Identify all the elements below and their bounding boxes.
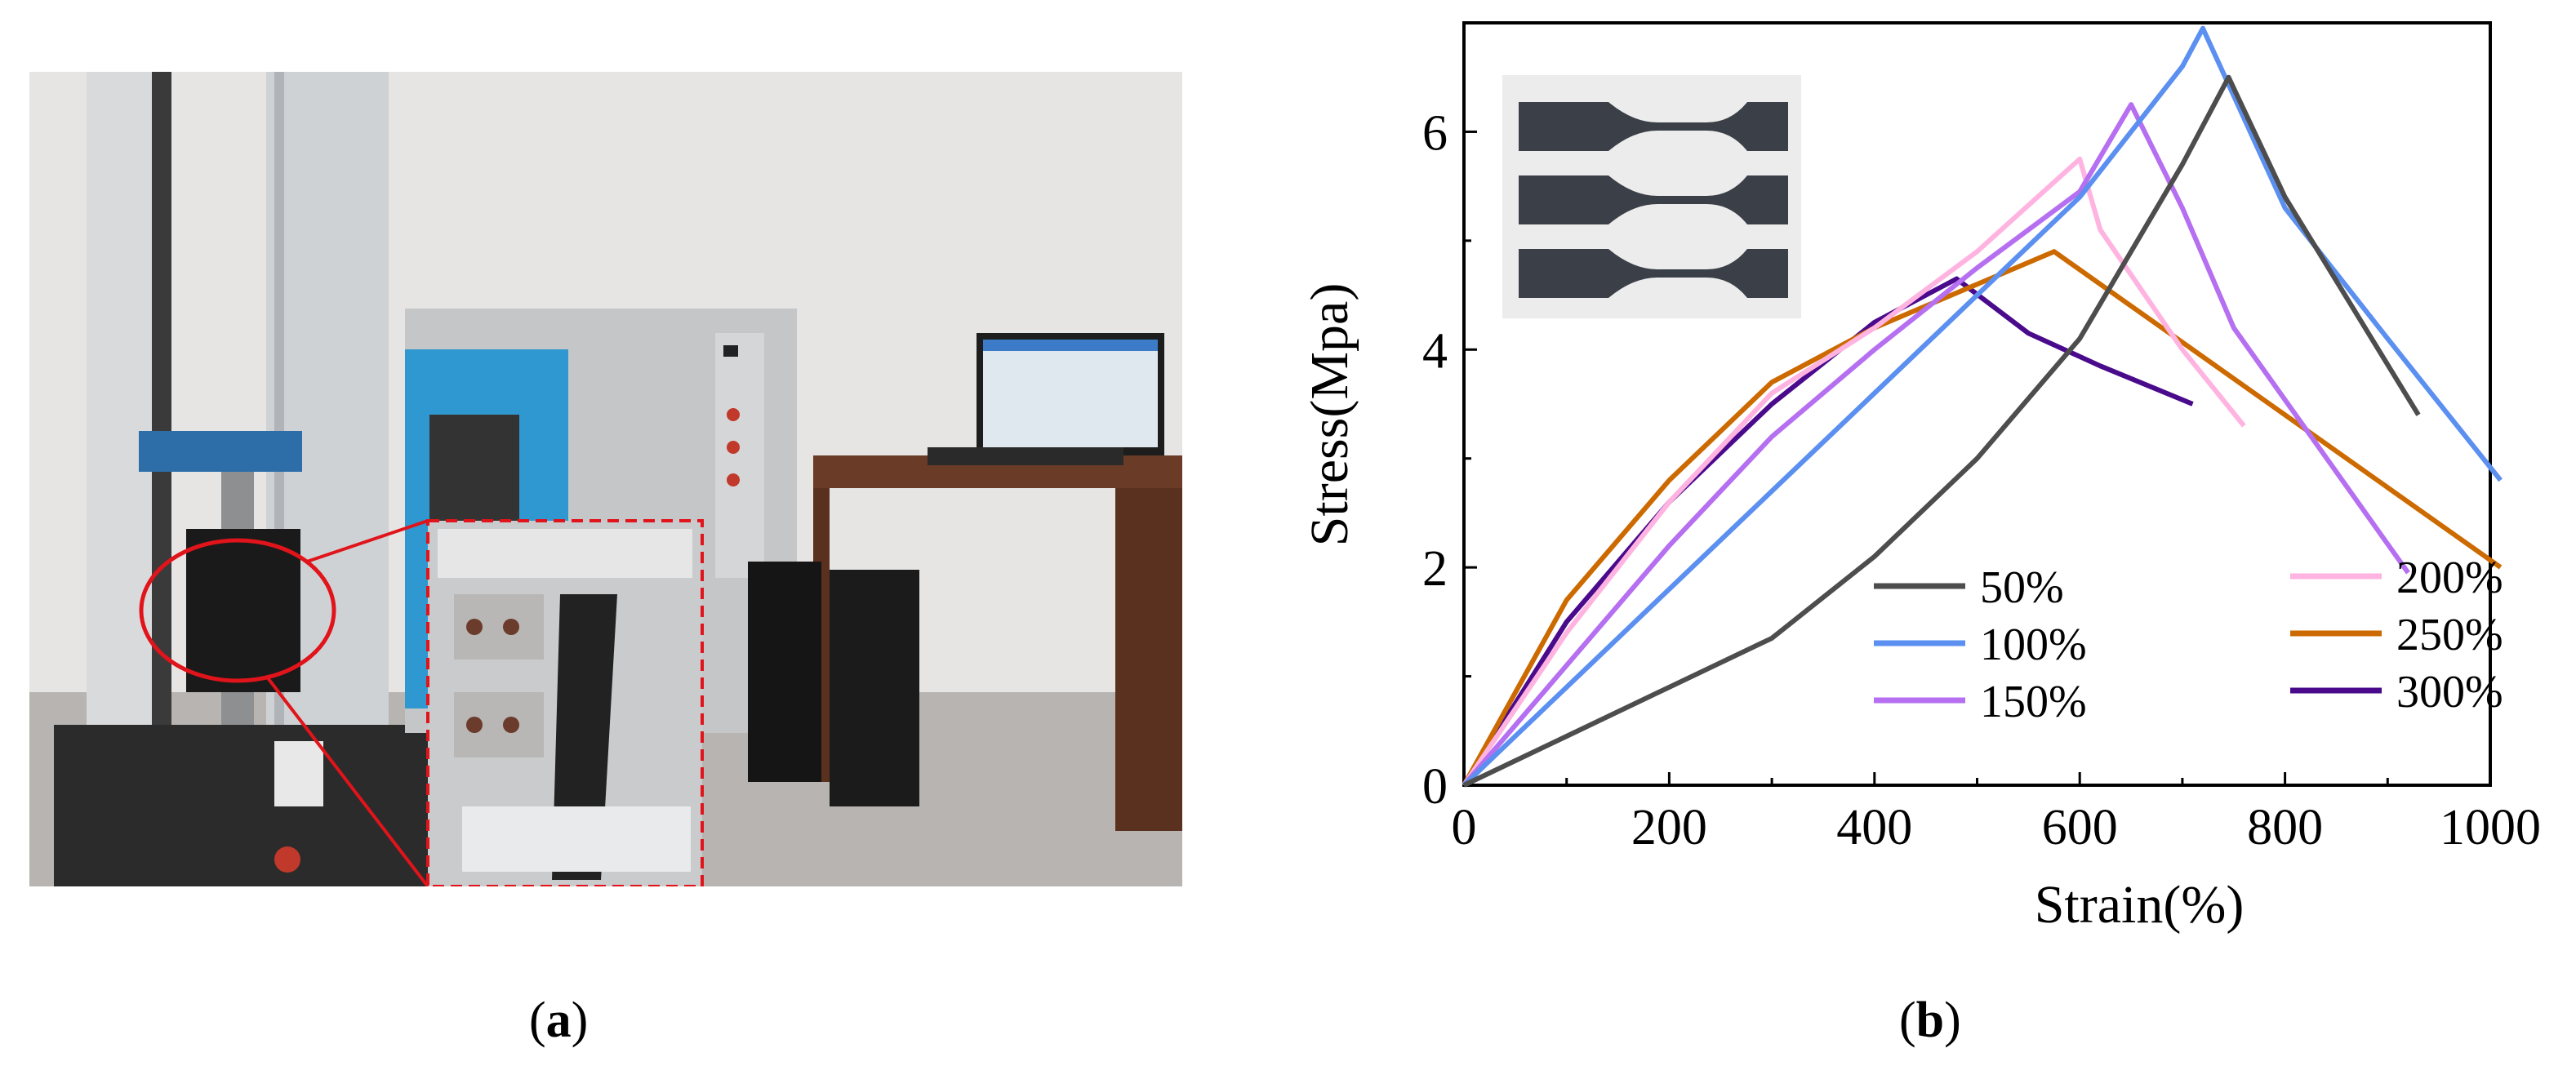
x-tick-label-800: 800 [2247,800,2323,855]
legend-label-200%: 200% [2396,553,2503,603]
x-tick-label-1000: 1000 [2440,800,2541,855]
legend-label-50%: 50% [1980,562,2064,613]
series-line-300% [1462,276,2194,787]
caption-a: (a) [529,993,589,1048]
tensile-tester-photo [29,72,1182,886]
series-line-100% [1462,25,2503,788]
x-tick-label-600: 600 [2042,800,2118,855]
legend-label-150%: 150% [1980,677,2087,727]
stress-strain-chart: 0 200 400 600 800 1000 0 2 4 6 Stress(Mpa) Strain… [1300,21,2541,935]
series-line-150% [1462,102,2410,787]
y-axis-label: Stress(Mpa) [1300,283,1359,547]
y-tick-label-0: 0 [1422,759,1448,815]
legend: 50% 100% 150% 200% 250% 300% [1874,553,2503,727]
plot-area: 0 200 400 600 800 1000 0 2 4 6 [1422,21,2541,855]
legend-label-250%: 250% [2396,610,2503,660]
x-axis-label: Strain(%) [2035,875,2245,935]
y-tick-label-4: 4 [1422,323,1448,379]
specimen-inset-photo [1502,75,1801,318]
y-tick-label-2: 2 [1422,541,1448,597]
caption-b: (b) [1899,993,1961,1048]
x-tick-label-0: 0 [1452,800,1477,855]
series-line-200% [1462,156,2246,787]
x-tick-label-200: 200 [1631,800,1707,855]
legend-label-100%: 100% [1980,620,2087,670]
series-line-50% [1462,74,2421,788]
y-tick-label-6: 6 [1422,105,1448,161]
x-tick-label-400: 400 [1836,800,1912,855]
legend-label-300%: 300% [2396,667,2503,717]
